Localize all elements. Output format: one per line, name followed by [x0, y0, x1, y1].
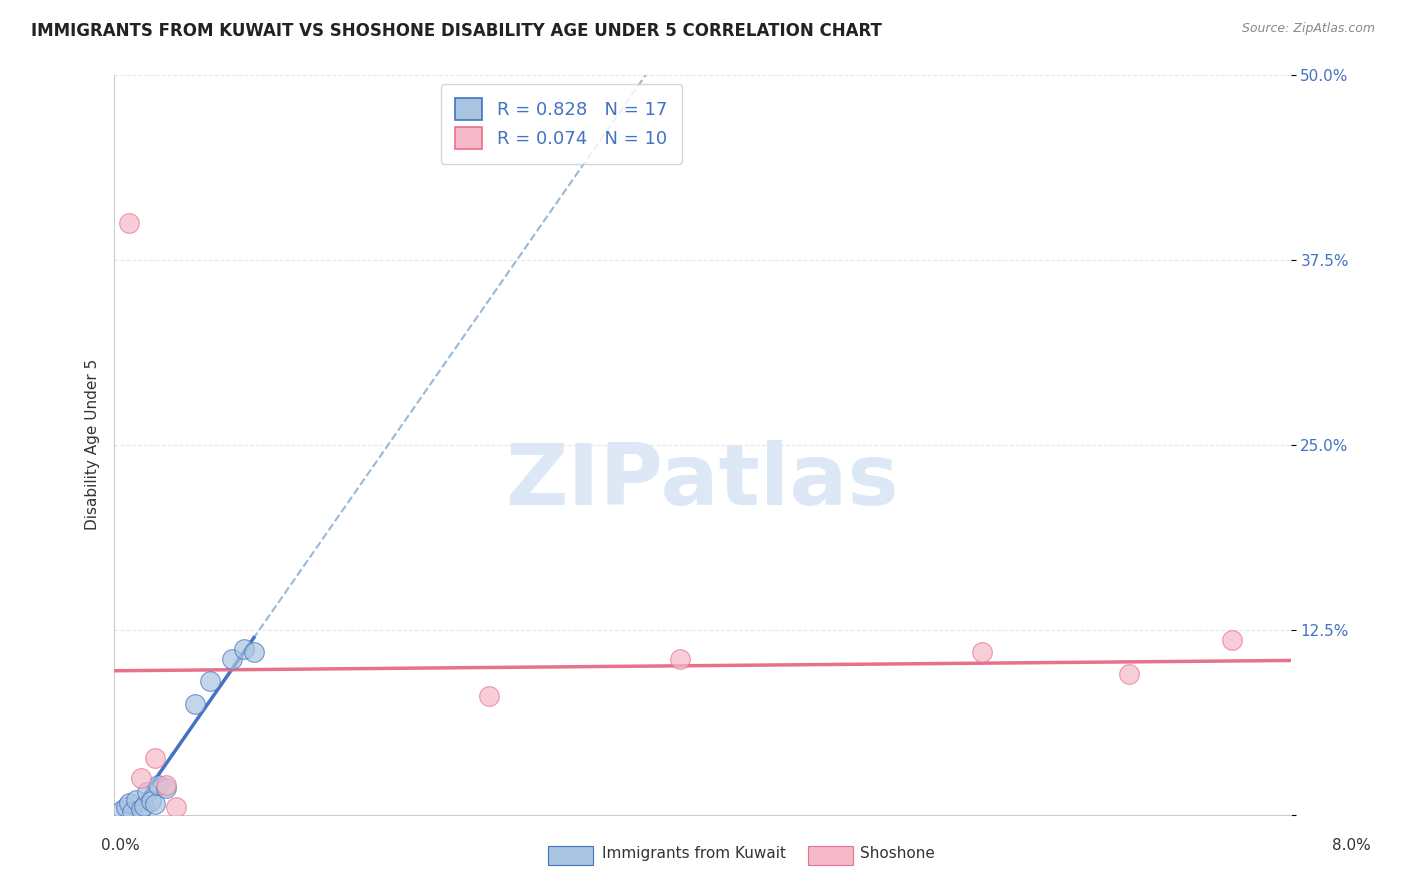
Point [118, 796, 141, 810]
Point [669, 652, 692, 666]
Point [135, 785, 157, 799]
Point [198, 674, 221, 689]
Point [145, 751, 167, 765]
Point [148, 778, 170, 792]
Text: Immigrants from Kuwait: Immigrants from Kuwait [602, 847, 786, 861]
Point [110, 803, 132, 817]
Point [970, 645, 993, 659]
Point [155, 780, 177, 795]
Text: ZIPatlas: ZIPatlas [506, 440, 900, 523]
Point [125, 793, 148, 807]
Point [478, 689, 501, 703]
Point [155, 778, 177, 792]
Point [139, 794, 162, 808]
Text: Source: ZipAtlas.com: Source: ZipAtlas.com [1241, 22, 1375, 36]
Point [184, 697, 207, 711]
Point [1118, 667, 1140, 681]
Point [121, 805, 143, 819]
Point [243, 645, 266, 659]
Y-axis label: Disability Age Under 5: Disability Age Under 5 [86, 359, 100, 530]
Point [129, 771, 152, 785]
Text: 0.0%: 0.0% [101, 838, 141, 854]
Point [145, 797, 167, 812]
Point [232, 641, 254, 656]
Point [1220, 632, 1243, 647]
Point [115, 800, 138, 814]
Legend: R = 0.828   N = 17, R = 0.074   N = 10: R = 0.828 N = 17, R = 0.074 N = 10 [441, 84, 682, 164]
Point [132, 798, 155, 813]
Text: Shoshone: Shoshone [860, 847, 935, 861]
Point [165, 800, 187, 814]
Point [129, 802, 152, 816]
Text: 8.0%: 8.0% [1331, 838, 1371, 854]
Point [118, 215, 141, 229]
Point [221, 652, 243, 666]
Text: IMMIGRANTS FROM KUWAIT VS SHOSHONE DISABILITY AGE UNDER 5 CORRELATION CHART: IMMIGRANTS FROM KUWAIT VS SHOSHONE DISAB… [31, 22, 882, 40]
